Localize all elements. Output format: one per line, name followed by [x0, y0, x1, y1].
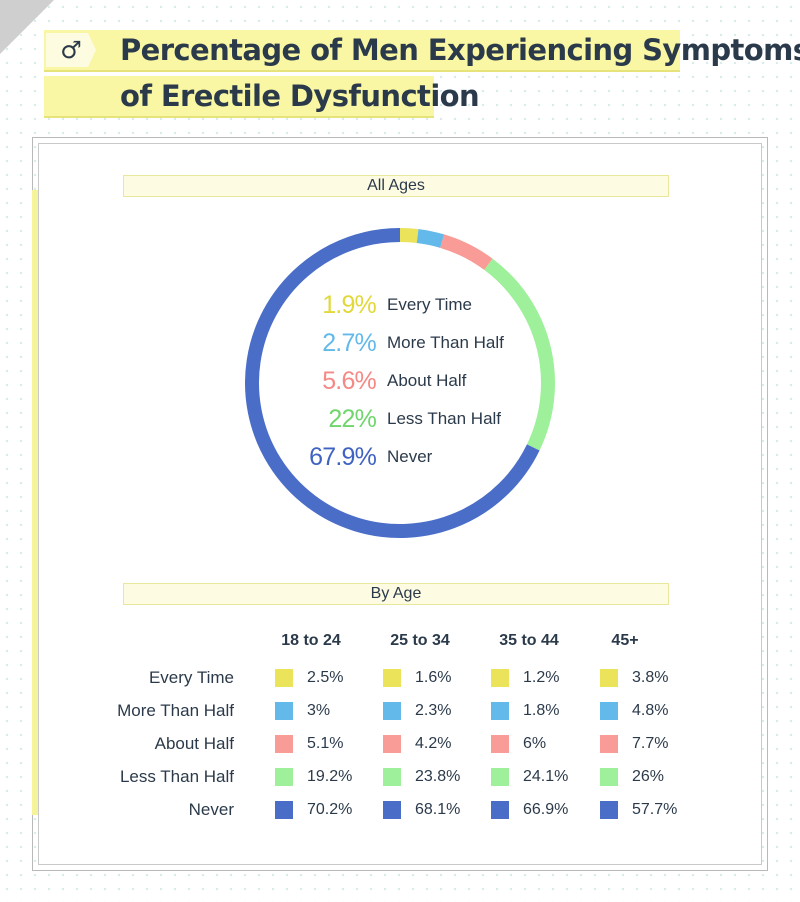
color-swatch-every-time	[600, 669, 618, 687]
table-cell: 2.5%	[275, 667, 371, 689]
color-swatch-never	[275, 801, 293, 819]
cell-value: 4.8%	[632, 702, 669, 719]
table-cell: 5.1%	[275, 733, 371, 755]
color-swatch-less-than-half	[383, 768, 401, 786]
title-line-2: of Erectile Dysfunction	[44, 76, 480, 118]
donut-slice-less-than-half	[484, 258, 555, 451]
color-swatch-less-than-half	[491, 768, 509, 786]
legend-label-never: Never	[387, 447, 433, 466]
donut-slice-every-time	[399, 228, 419, 244]
color-swatch-less-than-half	[600, 768, 618, 786]
legend-label-less-than-half: Less Than Half	[387, 409, 502, 428]
column-header-35-to-44: 35 to 44	[499, 632, 559, 649]
legend-row-about-half: 5.6% About Half	[260, 362, 560, 400]
color-swatch-more-than-half	[383, 702, 401, 720]
table-cell: 3%	[275, 700, 371, 722]
by-age-heading: By Age	[123, 583, 669, 605]
column-header-18-to-24: 18 to 24	[281, 632, 341, 649]
color-swatch-every-time	[491, 669, 509, 687]
row-label-every-time: Every Time	[148, 668, 234, 687]
cell-value: 70.2%	[307, 801, 353, 818]
table-cell: 24.1%	[491, 766, 587, 788]
donut-slice-about-half	[440, 234, 493, 271]
table-cell: 3.8%	[600, 667, 696, 689]
table-cell: 1.8%	[491, 700, 587, 722]
cell-value: 66.9%	[523, 801, 569, 818]
donut-slices	[245, 228, 555, 538]
table-cell: 6%	[491, 733, 587, 755]
legend-value-about-half: 5.6%	[322, 367, 377, 395]
donut-slice-never	[245, 228, 540, 538]
table-cell: 7.7%	[600, 733, 696, 755]
column-header-45+: 45+	[611, 632, 639, 649]
cell-value: 6%	[523, 735, 547, 752]
color-swatch-more-than-half	[275, 702, 293, 720]
legend-row-less-than-half: 22% Less Than Half	[260, 400, 560, 438]
cell-value: 24.1%	[523, 768, 569, 785]
all-ages-heading: All Ages	[123, 175, 669, 197]
color-swatch-never	[383, 801, 401, 819]
table-cell: 26%	[600, 766, 696, 788]
color-swatch-less-than-half	[275, 768, 293, 786]
donut-slice-more-than-half	[416, 229, 445, 248]
legend-value-every-time: 1.9%	[322, 291, 377, 319]
table-cell: 2.3%	[383, 700, 479, 722]
legend-row-more-than-half: 2.7% More Than Half	[260, 324, 560, 362]
cell-value: 2.3%	[415, 702, 452, 719]
page-title-line-1: Percentage of Men Experiencing Symptoms	[120, 33, 800, 67]
cell-value: 3%	[307, 702, 331, 719]
table-cell: 66.9%	[491, 799, 587, 821]
color-swatch-more-than-half	[491, 702, 509, 720]
legend-label-every-time: Every Time	[387, 295, 473, 314]
cell-value: 7.7%	[632, 735, 669, 752]
cell-value: 2.5%	[307, 669, 344, 686]
row-label-never: Never	[188, 800, 234, 819]
all-ages-donut-chart	[245, 228, 555, 538]
legend-label-more-than-half: More Than Half	[387, 333, 504, 352]
table-cell: 70.2%	[275, 799, 371, 821]
cell-value: 23.8%	[415, 768, 461, 785]
cell-value: 19.2%	[307, 768, 353, 785]
color-swatch-every-time	[383, 669, 401, 687]
color-swatch-never	[491, 801, 509, 819]
cell-value: 57.7%	[632, 801, 678, 818]
legend-row-never: 67.9% Never	[260, 438, 560, 476]
table-cell: 57.7%	[600, 799, 696, 821]
color-swatch-never	[600, 801, 618, 819]
color-swatch-about-half	[383, 735, 401, 753]
cell-value: 1.2%	[523, 669, 560, 686]
table-cell: 1.6%	[383, 667, 479, 689]
row-label-about-half: About Half	[154, 734, 234, 753]
cell-value: 1.6%	[415, 669, 452, 686]
legend-row-every-time: 1.9% Every Time	[260, 286, 560, 324]
table-cell: 4.2%	[383, 733, 479, 755]
color-swatch-about-half	[275, 735, 293, 753]
table-cell: 68.1%	[383, 799, 479, 821]
legend-label-about-half: About Half	[387, 371, 467, 390]
table-cell: 19.2%	[275, 766, 371, 788]
side-accent-bar	[32, 190, 38, 815]
color-swatch-every-time	[275, 669, 293, 687]
cell-value: 68.1%	[415, 801, 461, 818]
row-label-more-than-half: More Than Half	[117, 701, 234, 720]
cell-value: 5.1%	[307, 735, 344, 752]
cell-value: 26%	[632, 768, 665, 785]
legend-value-less-than-half: 22%	[328, 405, 376, 433]
title-line-1: Percentage of Men Experiencing Symptoms	[44, 30, 800, 72]
legend-value-more-than-half: 2.7%	[322, 329, 377, 357]
color-swatch-about-half	[491, 735, 509, 753]
legend-value-never: 67.9%	[309, 443, 377, 471]
page-title-line-2: of Erectile Dysfunction	[120, 79, 480, 113]
color-swatch-about-half	[600, 735, 618, 753]
cell-value: 1.8%	[523, 702, 560, 719]
color-swatch-more-than-half	[600, 702, 618, 720]
row-label-less-than-half: Less Than Half	[119, 767, 234, 786]
table-cell: 23.8%	[383, 766, 479, 788]
table-cell: 4.8%	[600, 700, 696, 722]
table-cell: 1.2%	[491, 667, 587, 689]
cell-value: 4.2%	[415, 735, 452, 752]
male-symbol-icon: ♂	[46, 33, 96, 67]
cell-value: 3.8%	[632, 669, 669, 686]
column-header-25-to-34: 25 to 34	[390, 632, 450, 649]
